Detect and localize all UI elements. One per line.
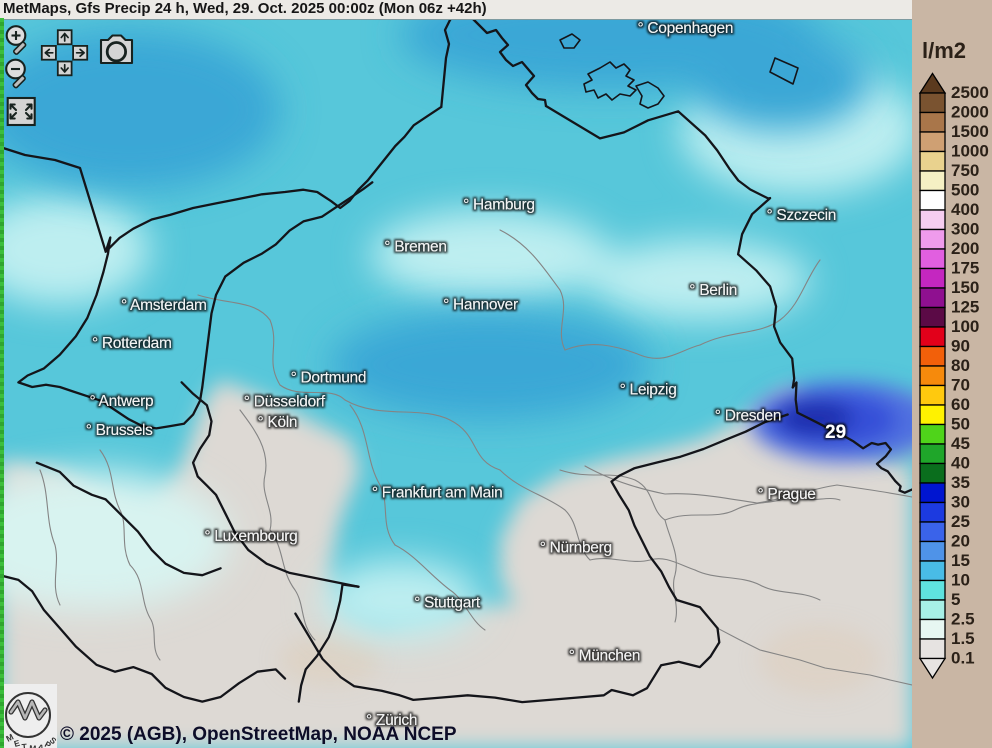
svg-text:300: 300 — [951, 220, 979, 239]
svg-text:° Stuttgart: ° Stuttgart — [414, 595, 481, 612]
svg-text:° Leipzig: ° Leipzig — [620, 382, 677, 399]
svg-text:° Amsterdam: ° Amsterdam — [121, 297, 207, 314]
svg-text:° Luxembourg: ° Luxembourg — [204, 528, 297, 545]
svg-text:° Dortmund: ° Dortmund — [291, 369, 367, 386]
svg-text:50: 50 — [951, 415, 970, 434]
svg-text:70: 70 — [951, 376, 970, 395]
svg-text:25: 25 — [951, 512, 970, 531]
svg-text:80: 80 — [951, 356, 970, 375]
svg-text:750: 750 — [951, 161, 979, 180]
svg-text:150: 150 — [951, 278, 979, 297]
svg-text:30: 30 — [951, 493, 970, 512]
svg-text:400: 400 — [951, 200, 979, 219]
svg-text:15: 15 — [951, 551, 970, 570]
svg-text:500: 500 — [951, 181, 979, 200]
svg-text:40: 40 — [951, 454, 970, 473]
svg-text:° Brussels: ° Brussels — [86, 422, 153, 439]
svg-text:M: M — [29, 743, 37, 748]
svg-text:100: 100 — [951, 317, 979, 336]
svg-text:° München: ° München — [569, 648, 641, 665]
svg-text:45: 45 — [951, 434, 970, 453]
svg-text:2500: 2500 — [951, 83, 989, 102]
svg-text:° Hannover: ° Hannover — [443, 296, 518, 313]
svg-text:° Nürnberg: ° Nürnberg — [540, 539, 612, 556]
svg-text:125: 125 — [951, 298, 979, 317]
svg-text:© 2025 (AGB), OpenStreetMap, N: © 2025 (AGB), OpenStreetMap, NOAA NCEP — [60, 724, 457, 745]
svg-text:° Berlin: ° Berlin — [689, 282, 737, 299]
svg-text:20: 20 — [951, 532, 970, 551]
svg-text:60: 60 — [951, 395, 970, 414]
svg-text:200: 200 — [951, 239, 979, 258]
svg-text:° Bremen: ° Bremen — [384, 239, 446, 256]
svg-text:175: 175 — [951, 259, 979, 278]
svg-text:° Prague: ° Prague — [758, 486, 816, 503]
svg-text:0.1: 0.1 — [951, 649, 975, 668]
svg-text:° Copenhagen: ° Copenhagen — [638, 20, 734, 37]
svg-text:2.5: 2.5 — [951, 610, 975, 629]
svg-text:1000: 1000 — [951, 142, 989, 161]
svg-text:° Dresden: ° Dresden — [715, 407, 781, 424]
svg-text:1500: 1500 — [951, 122, 989, 141]
svg-text:° Frankfurt am Main: ° Frankfurt am Main — [372, 485, 503, 502]
svg-text:10: 10 — [951, 571, 970, 590]
svg-text:l/m2: l/m2 — [922, 38, 966, 63]
svg-text:1.5: 1.5 — [951, 629, 975, 648]
svg-text:2000: 2000 — [951, 103, 989, 122]
svg-text:° Düsseldorf: ° Düsseldorf — [244, 394, 326, 411]
svg-text:29: 29 — [825, 422, 846, 443]
svg-text:5: 5 — [951, 590, 960, 609]
svg-text:35: 35 — [951, 473, 970, 492]
svg-text:° Antwerp: ° Antwerp — [90, 393, 154, 410]
svg-text:90: 90 — [951, 337, 970, 356]
svg-text:° Köln: ° Köln — [258, 414, 298, 431]
svg-text:° Szczecin: ° Szczecin — [767, 207, 837, 224]
svg-text:° Rotterdam: ° Rotterdam — [92, 335, 172, 352]
svg-text:° Hamburg: ° Hamburg — [463, 196, 535, 213]
